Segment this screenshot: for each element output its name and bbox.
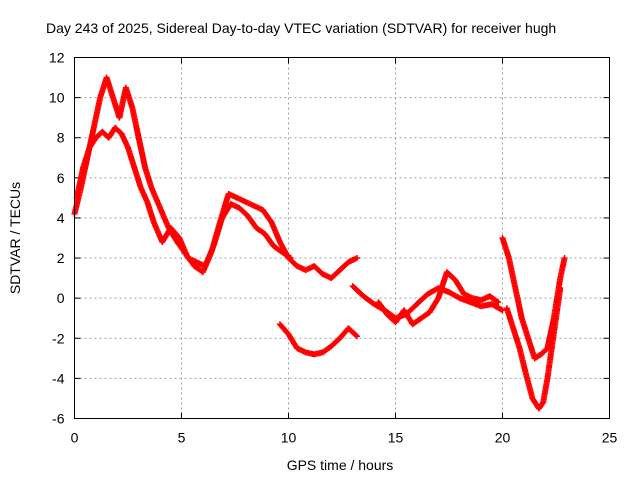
y-tick-label: -2 <box>52 330 65 346</box>
y-tick-label: -4 <box>52 370 65 386</box>
data-point <box>495 299 502 306</box>
data-point <box>286 254 293 261</box>
y-tick-label: 0 <box>57 290 65 306</box>
series-track-g <box>503 285 564 412</box>
y-tick-label: 10 <box>49 90 65 106</box>
y-tick-label: 8 <box>57 130 65 146</box>
data-point <box>561 255 568 262</box>
series-track-b <box>73 124 294 270</box>
y-tick-label: 4 <box>57 210 65 226</box>
data-point <box>493 298 500 305</box>
x-tick-label: 15 <box>388 430 404 446</box>
data-point <box>287 255 294 262</box>
x-tick-label: 5 <box>178 430 186 446</box>
series-track-e <box>375 269 502 328</box>
chart-title: Day 243 of 2025, Sidereal Day-to-day VTE… <box>46 20 556 36</box>
y-tick-labels: -6 -4 -2 0 2 4 6 8 10 12 <box>49 50 65 427</box>
y-tick-label: 12 <box>49 50 65 66</box>
x-axis-title: GPS time / hours <box>287 457 394 473</box>
y-axis-title: SDTVAR / TECUs <box>7 182 23 294</box>
data-point <box>353 255 360 262</box>
series-track-c <box>276 321 360 358</box>
x-tick-label: 20 <box>495 430 511 446</box>
y-tick-label: 6 <box>57 170 65 186</box>
plot-frame <box>74 57 610 419</box>
x-tick-labels: 0 5 10 15 20 25 <box>71 430 618 446</box>
data-points <box>71 74 568 412</box>
data-point <box>557 285 564 292</box>
x-tick-label: 0 <box>71 430 79 446</box>
y-tick-label: 2 <box>57 250 65 266</box>
y-tick-label: -6 <box>52 411 65 427</box>
x-tick-label: 25 <box>602 430 618 446</box>
data-point <box>353 333 360 340</box>
data-point <box>352 332 359 339</box>
x-tick-label: 10 <box>281 430 297 446</box>
